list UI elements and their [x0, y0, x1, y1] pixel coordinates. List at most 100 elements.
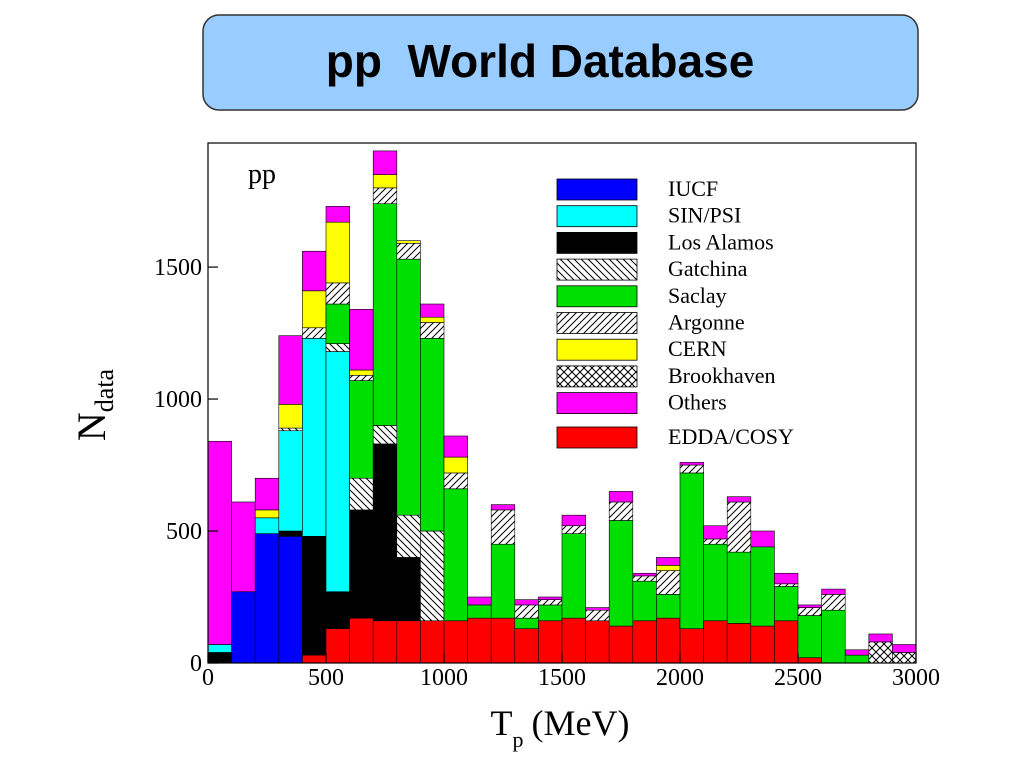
bar-segment: [372, 203, 398, 426]
y-label-main: N: [69, 412, 114, 441]
bar-segment: [726, 501, 752, 553]
legend-swatch: [556, 392, 638, 415]
x-label-main: T: [491, 703, 513, 743]
bar-segment: [632, 572, 657, 577]
bar-segment: [325, 591, 350, 629]
bar-segment: [372, 150, 398, 175]
bar-segment: [278, 335, 303, 405]
bar-segment: [231, 501, 256, 593]
bar-segment: [325, 303, 350, 344]
bar-segment: [538, 604, 563, 622]
legend-label: Gatchina: [668, 256, 748, 281]
bar-segment: [679, 628, 704, 664]
bar-segment: [396, 620, 421, 664]
bar-segment: [325, 221, 350, 284]
x-tick-label: 0: [202, 665, 214, 691]
bar-segment: [656, 565, 681, 571]
bar-segment: [608, 520, 634, 627]
y-tick-label: 0: [190, 651, 202, 677]
bar-segment: [656, 557, 681, 566]
bar-segment: [726, 496, 752, 503]
y-axis-label: Ndata: [69, 368, 119, 441]
bar-segment: [821, 594, 846, 611]
bar-segment: [632, 575, 657, 582]
bar-segment: [420, 322, 445, 339]
bar-segment: [349, 308, 374, 371]
bar-segment: [750, 530, 775, 548]
bar-segment: [349, 509, 374, 619]
legend-swatch: [556, 258, 638, 281]
bar-segment: [490, 504, 516, 511]
x-tick-label: 3000: [892, 665, 940, 691]
bar-segment: [231, 591, 256, 664]
bar-segment: [302, 654, 327, 664]
x-tick-label: 2500: [774, 665, 822, 691]
bar-segment: [561, 525, 586, 534]
bar-segment: [797, 607, 822, 616]
bar-segment: [254, 517, 280, 534]
bar-segment: [750, 625, 775, 664]
bar-segment: [892, 644, 917, 653]
bar-segment: [561, 514, 586, 527]
legend-label: SIN/PSI: [668, 203, 741, 228]
bar-segment: [726, 623, 752, 664]
bar-segment: [608, 625, 634, 664]
bar-segment: [302, 338, 327, 537]
bar-segment: [372, 425, 398, 445]
bar-segment: [372, 187, 398, 205]
bar-segment: [608, 501, 634, 521]
bar-segment: [349, 374, 374, 381]
legend-label: Saclay: [668, 283, 727, 308]
bar-segment: [561, 617, 586, 664]
bar-segment: [538, 596, 563, 600]
bar-segment: [302, 290, 327, 329]
y-tick-label: 500: [166, 519, 202, 545]
x-label-sub: p: [513, 727, 524, 752]
legend-label: CERN: [668, 336, 727, 361]
bar-segment: [821, 609, 846, 664]
legend-swatch: [556, 178, 638, 201]
bar-segment: [396, 240, 421, 244]
bar-segment: [514, 604, 539, 619]
bar-segment: [892, 652, 917, 664]
x-axis-label: Tp (MeV): [491, 703, 630, 752]
bar-segment: [325, 206, 350, 223]
bar-segment: [278, 535, 303, 664]
bar-segment: [278, 427, 303, 432]
bar-segment: [254, 533, 280, 664]
bar-segment: [443, 435, 468, 458]
bar-segment: [372, 443, 398, 622]
bar-segment: [349, 380, 374, 479]
bar-segment: [420, 620, 445, 664]
bar-segment: [632, 620, 657, 664]
x-tick-label: 1500: [538, 665, 586, 691]
bar-segment: [585, 607, 610, 611]
annotation: pp: [248, 159, 276, 190]
bar-segment: [396, 258, 421, 516]
bar-segment: [372, 620, 398, 664]
x-tick-label: 2000: [656, 665, 704, 691]
bar-segment: [325, 351, 350, 593]
bar-segment: [325, 343, 350, 352]
chart-title: pp World Database: [326, 35, 755, 87]
legend-label: Argonne: [668, 310, 745, 335]
bar-segment: [349, 617, 374, 664]
bar-segment: [750, 546, 775, 627]
bar-segment: [797, 604, 822, 608]
bar-segment: [514, 617, 539, 629]
bar-segment: [774, 586, 799, 622]
legend-swatch: [556, 365, 638, 388]
bar-segment: [420, 303, 445, 318]
bar-segment: [679, 472, 704, 629]
legend-swatch: [556, 338, 638, 361]
bar-segment: [420, 530, 445, 622]
bar-segment: [538, 599, 563, 606]
bar-segment: [774, 583, 799, 587]
legend-swatch: [556, 285, 638, 308]
bar-segment: [844, 649, 870, 656]
x-tick-label: 500: [308, 665, 344, 691]
legend-swatch: [556, 231, 638, 254]
x-tick-label: 1000: [420, 665, 468, 691]
bar-segment: [207, 644, 232, 653]
